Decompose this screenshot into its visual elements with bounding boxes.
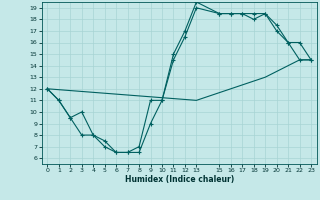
X-axis label: Humidex (Indice chaleur): Humidex (Indice chaleur) (124, 175, 234, 184)
